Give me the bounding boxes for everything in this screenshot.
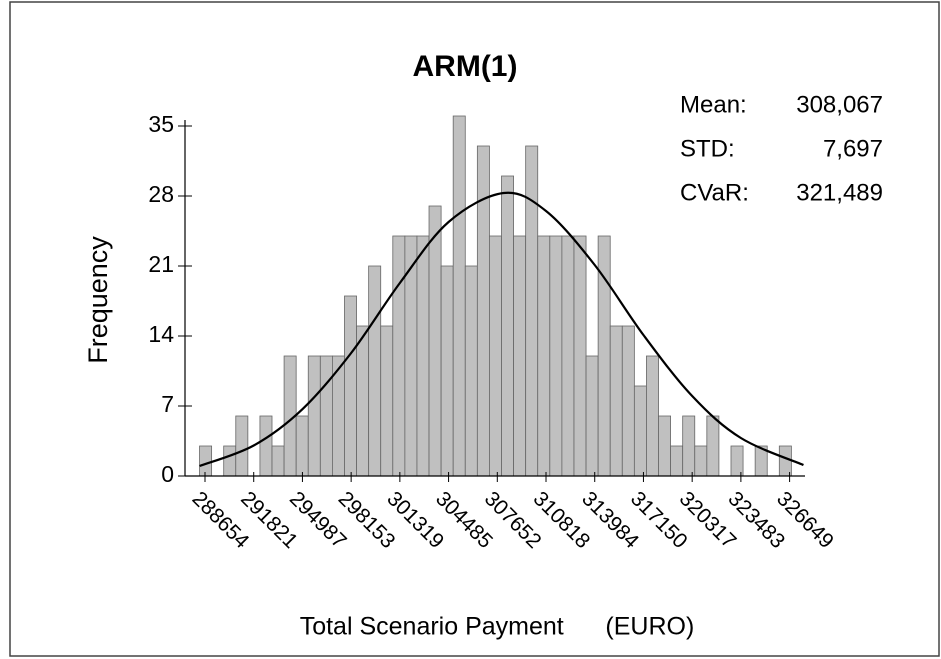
y-tick-label: 28 [148,181,174,207]
stat-value: 321,489 [796,179,883,206]
bar [392,235,406,477]
bar [428,205,442,477]
bar [380,325,394,477]
stat-label: CVaR: [680,179,749,206]
bar [646,355,659,477]
stat-label: Mean: [680,91,747,118]
bar [295,415,309,477]
bar [489,235,502,477]
bar [476,145,490,477]
bar [682,415,696,477]
y-tick-label: 0 [161,461,174,487]
bar [694,445,708,477]
bar [356,325,370,477]
bar [199,445,213,477]
bar [621,325,635,477]
bar [368,265,382,477]
bar [525,145,539,477]
y-tick-label: 21 [148,251,174,277]
bar [259,415,273,477]
bar [440,265,454,477]
bar [416,235,430,477]
bar [778,445,792,477]
bar [235,415,249,477]
stat-label: STD: [680,135,735,162]
bar [271,445,285,477]
bar [307,355,321,477]
bar [501,175,514,477]
bar [633,385,647,477]
bar [706,415,720,477]
stat-value: 7,697 [823,135,883,162]
bar [573,235,587,477]
x-axis-label: Total Scenario Payment (EURO) [300,613,695,641]
stat-value: 308,067 [796,91,883,118]
y-tick-label: 7 [161,391,174,417]
bar [561,235,575,477]
bar [223,445,237,477]
y-tick-label: 35 [148,111,174,137]
bar [319,355,333,477]
bar [549,235,563,477]
y-axis-label: Frequency [83,236,113,364]
chart-title: ARM(1) [413,50,518,83]
bar [658,415,671,477]
bar [670,445,684,477]
bar [452,115,466,477]
bar [344,295,357,477]
y-tick-label: 14 [148,321,174,347]
bar [609,325,623,477]
bar [585,355,599,477]
bar [730,445,744,477]
fit-curve [199,191,804,468]
bar [513,235,527,477]
bar [537,235,551,477]
bar [464,265,478,477]
